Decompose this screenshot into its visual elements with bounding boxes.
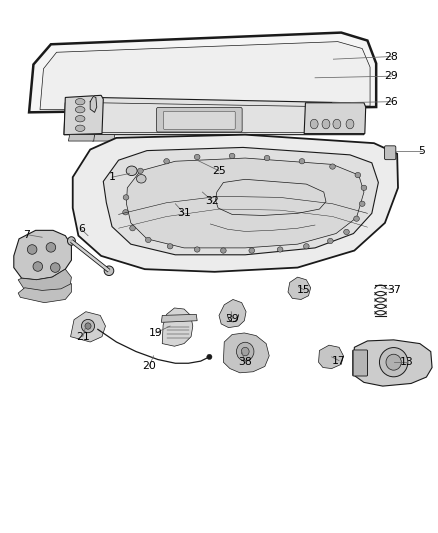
Ellipse shape: [229, 154, 235, 159]
Text: 7: 7: [24, 230, 30, 240]
Ellipse shape: [241, 348, 249, 356]
Polygon shape: [162, 308, 193, 346]
Ellipse shape: [299, 159, 305, 164]
Polygon shape: [68, 135, 95, 141]
Text: 26: 26: [385, 96, 398, 107]
Polygon shape: [73, 135, 398, 272]
Ellipse shape: [75, 99, 85, 105]
FancyBboxPatch shape: [163, 111, 235, 130]
Ellipse shape: [264, 156, 270, 161]
FancyBboxPatch shape: [385, 146, 396, 160]
Ellipse shape: [322, 119, 330, 129]
Ellipse shape: [354, 216, 359, 221]
Ellipse shape: [379, 348, 408, 377]
Ellipse shape: [75, 107, 85, 113]
Ellipse shape: [277, 247, 283, 252]
Polygon shape: [288, 277, 311, 300]
Ellipse shape: [220, 248, 226, 253]
Ellipse shape: [46, 243, 56, 252]
Ellipse shape: [126, 166, 137, 175]
Text: 17: 17: [332, 356, 346, 366]
Ellipse shape: [27, 245, 37, 254]
Polygon shape: [18, 269, 71, 297]
FancyBboxPatch shape: [156, 108, 242, 132]
Text: 29: 29: [385, 71, 398, 81]
Ellipse shape: [123, 209, 128, 215]
Text: 38: 38: [238, 357, 252, 367]
Ellipse shape: [81, 319, 95, 333]
Text: 32: 32: [205, 196, 219, 206]
Ellipse shape: [164, 159, 170, 164]
Ellipse shape: [104, 266, 114, 276]
Text: 15: 15: [297, 285, 311, 295]
Polygon shape: [90, 96, 97, 112]
Text: 5: 5: [419, 146, 425, 156]
Ellipse shape: [145, 237, 151, 243]
Polygon shape: [304, 103, 366, 134]
Ellipse shape: [75, 116, 85, 122]
Ellipse shape: [328, 238, 333, 244]
Text: 25: 25: [212, 166, 226, 176]
Polygon shape: [92, 135, 116, 141]
Ellipse shape: [75, 125, 85, 132]
Ellipse shape: [344, 229, 350, 235]
Polygon shape: [40, 42, 370, 110]
Ellipse shape: [33, 262, 42, 271]
Text: 13: 13: [400, 357, 413, 367]
Ellipse shape: [386, 354, 401, 370]
Text: 19: 19: [149, 328, 162, 338]
Polygon shape: [64, 95, 103, 135]
Ellipse shape: [330, 164, 336, 169]
Text: 21: 21: [76, 332, 90, 342]
Ellipse shape: [194, 247, 200, 252]
Polygon shape: [223, 333, 269, 373]
Text: 31: 31: [177, 208, 191, 219]
Text: 39: 39: [225, 313, 239, 324]
Ellipse shape: [207, 354, 212, 360]
Ellipse shape: [361, 185, 367, 190]
Text: 20: 20: [142, 361, 156, 372]
Polygon shape: [18, 284, 71, 303]
Ellipse shape: [130, 225, 135, 231]
Polygon shape: [64, 98, 364, 135]
Polygon shape: [127, 158, 364, 248]
Ellipse shape: [123, 195, 129, 200]
Ellipse shape: [50, 263, 60, 272]
Polygon shape: [219, 300, 246, 328]
Ellipse shape: [85, 323, 91, 329]
Polygon shape: [161, 314, 197, 322]
Ellipse shape: [137, 174, 146, 183]
Polygon shape: [103, 148, 378, 255]
Ellipse shape: [249, 248, 254, 253]
Ellipse shape: [237, 342, 254, 361]
Ellipse shape: [359, 201, 365, 206]
Text: 37: 37: [387, 285, 400, 295]
Ellipse shape: [67, 237, 75, 245]
Polygon shape: [14, 230, 71, 280]
Ellipse shape: [310, 119, 318, 129]
Polygon shape: [29, 33, 376, 112]
Text: 1: 1: [109, 172, 116, 182]
Ellipse shape: [304, 244, 309, 249]
Text: 28: 28: [385, 52, 398, 61]
Ellipse shape: [355, 172, 360, 177]
Ellipse shape: [346, 119, 354, 129]
Ellipse shape: [138, 168, 143, 173]
FancyBboxPatch shape: [353, 350, 367, 376]
Polygon shape: [318, 345, 343, 368]
Ellipse shape: [194, 155, 200, 160]
Polygon shape: [71, 312, 106, 342]
Polygon shape: [353, 340, 432, 386]
Text: 6: 6: [78, 224, 85, 235]
Ellipse shape: [167, 244, 173, 249]
Ellipse shape: [333, 119, 341, 129]
